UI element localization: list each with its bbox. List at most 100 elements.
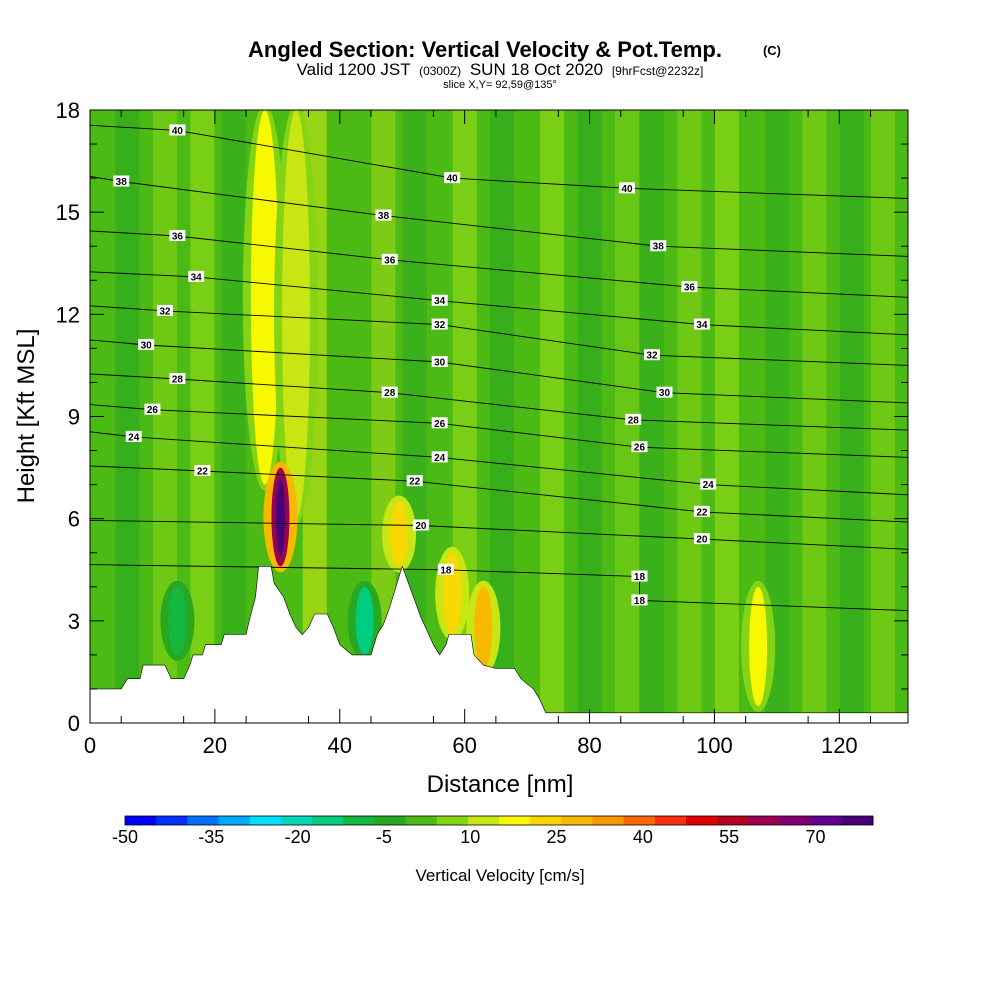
y-tick-label: 18 [56,98,80,123]
isentrope-label-box [188,270,205,282]
chart-title: Angled Section: Vertical Velocity & Pot.… [248,37,722,62]
isentrope-label-box [138,338,155,350]
isentrope-label: 18 [634,596,646,607]
isentrope-label-box [381,386,398,398]
chart-subtitle: Valid 1200 JST (0300Z) SUN 18 Oct 2020 [… [297,60,704,79]
velocity-feature-core [250,110,279,485]
y-tick-label: 0 [68,711,80,736]
colorbar-swatch [561,816,593,825]
isentrope-label: 36 [172,232,184,243]
velocity-band [115,110,140,723]
velocity-feature-core [168,586,187,655]
colorbar-swatch [312,816,344,825]
isentrope-label-box [431,451,448,463]
velocity-band [802,110,827,723]
isentrope-label-box [444,172,461,184]
colorbar-swatch [592,816,625,825]
colorbar-swatch [686,816,718,825]
colorbar-tick-label: 10 [460,827,480,847]
isentrope-label: 38 [378,211,390,222]
colorbar-swatch [499,816,531,825]
isentrope-line [90,519,908,550]
isentrope-label: 38 [116,177,128,188]
isentrope-label: 26 [634,443,646,454]
isentrope-label: 34 [696,320,708,331]
colorbar-swatch [280,816,313,825]
colorbar-swatch [779,816,812,825]
isentrope-label: 20 [415,521,427,532]
y-tick-label: 9 [68,405,80,430]
colorbar-swatch [218,816,251,825]
colorbar-tick-label: -50 [112,827,138,847]
isentrope-label: 24 [128,432,140,443]
colorbar-swatch [717,816,749,825]
slice-label: slice X,Y= 92,59@135° [443,79,557,91]
velocity-feature-core [749,586,768,706]
x-tick-label: 100 [696,733,733,758]
colorbar-tick-label: 70 [805,827,825,847]
colorbar-swatch [249,816,282,825]
isentrope-label-box [169,373,186,385]
x-tick-label: 80 [577,733,601,758]
colorbar-swatch [374,816,406,825]
y-tick-label: 3 [68,609,80,634]
colorbar-swatch [156,816,188,825]
velocity-band [221,110,246,723]
isentrope-label: 24 [434,453,446,464]
colorbar-tick-label: 40 [633,827,653,847]
isentrope-label: 18 [440,565,452,576]
colorbar-tick-label: 55 [719,827,739,847]
isentrope-label-box [693,533,710,545]
subtitle-utc: (0300Z) [419,64,461,78]
velocity-band [839,110,864,723]
colorbar-tick-label: -35 [198,827,224,847]
colorbar-swatch [343,816,375,825]
isentrope-label-box [381,253,398,265]
isentrope-label-box [631,570,648,582]
isentrope-label-box [437,563,454,575]
isentrope-label: 32 [159,306,171,317]
isentrope-label: 26 [147,405,159,416]
isentrope-label: 32 [434,320,446,331]
isentrope-label-box [194,464,211,476]
isentrope-label: 22 [696,507,708,518]
isentrope-label: 34 [191,272,203,283]
isentrope-label: 28 [628,415,640,426]
terrain-profile [90,565,908,723]
y-tick-label: 15 [56,200,80,225]
x-tick-label: 60 [452,733,476,758]
isentrope-label: 22 [409,477,421,488]
velocity-band [639,110,664,723]
isentrope-label-box [169,230,186,242]
isentrope-label-box [406,475,423,487]
velocity-feature-core [355,586,374,655]
isentrope-label: 30 [659,388,671,399]
colorbar-tick-label: -5 [376,827,392,847]
colorbar [124,815,874,826]
colorbar-swatch [436,816,469,825]
colorbar-swatch [654,816,687,825]
isentrope-label: 40 [447,174,459,185]
velocity-feature-core [282,110,311,519]
isentrope-label: 22 [197,466,209,477]
isentrope-label-box [431,356,448,368]
isentrope-label-box [643,349,660,361]
isentrope-label: 30 [434,358,446,369]
isentrope-label-box [693,505,710,517]
chart-title-tag: (C) [763,43,781,58]
subtitle-valid: Valid 1200 JST [297,60,411,79]
isentrope-label-box [631,594,648,606]
isentrope-label-box [125,430,142,442]
colorbar-tick-label: -20 [285,827,311,847]
velocity-band [540,110,565,723]
isentrope-label-box [681,281,698,293]
isentrope-label: 30 [141,340,153,351]
x-axis-label: Distance [nm] [427,771,574,798]
isentrope-label: 28 [384,388,396,399]
isentrope-label-box [431,294,448,306]
isentrope-label-box [113,175,130,187]
isentrope-label-box [431,318,448,330]
isentrope-label: 40 [621,184,633,195]
colorbar-swatch [810,816,843,825]
colorbar-swatch [405,816,438,825]
